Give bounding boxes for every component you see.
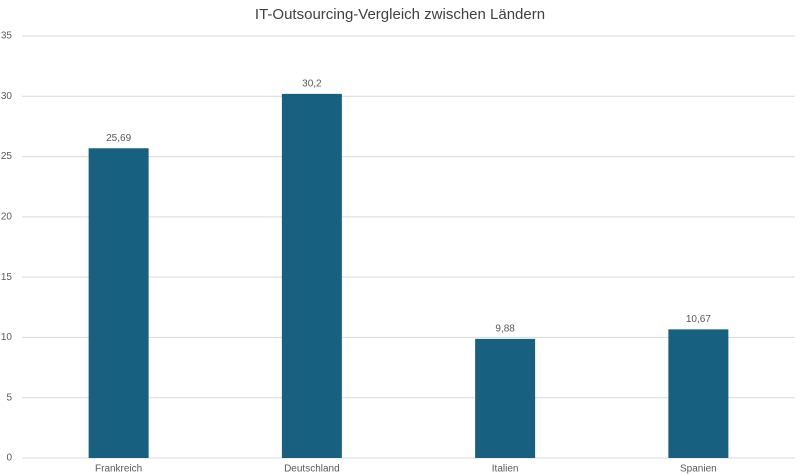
x-tick-label: Spanien	[680, 464, 717, 474]
bar	[475, 338, 536, 458]
y-tick-label: 30	[1, 91, 13, 102]
value-label: 10,67	[686, 314, 711, 325]
y-tick-label: 0	[6, 453, 12, 464]
value-label: 30,2	[302, 79, 322, 90]
y-tick-label: 10	[1, 332, 13, 343]
x-tick-label: Frankreich	[95, 464, 142, 474]
y-tick-label: 20	[1, 211, 13, 222]
value-label: 9,88	[495, 324, 515, 335]
bar	[668, 329, 729, 458]
y-tick-label: 25	[1, 151, 13, 162]
y-tick-label: 15	[1, 272, 13, 283]
y-tick-label: 5	[6, 392, 12, 403]
bar	[88, 148, 149, 458]
x-tick-label: Italien	[492, 464, 519, 474]
bar	[281, 93, 342, 459]
value-label: 25,69	[106, 133, 131, 144]
chart-title: IT-Outsourcing-Vergleich zwischen Länder…	[255, 6, 545, 23]
x-tick-label: Deutschland	[284, 464, 340, 474]
y-tick-label: 35	[1, 31, 13, 42]
